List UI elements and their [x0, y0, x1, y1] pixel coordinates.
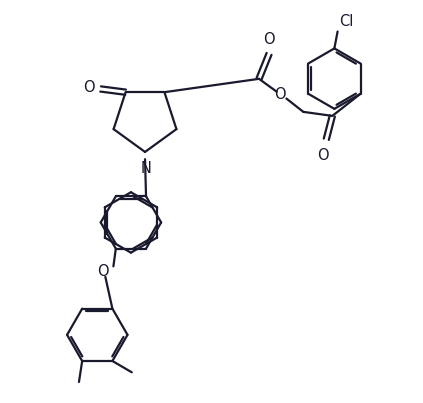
- Text: O: O: [83, 80, 95, 95]
- Text: O: O: [263, 32, 275, 47]
- Text: O: O: [317, 148, 329, 163]
- Text: O: O: [274, 87, 286, 102]
- Text: O: O: [97, 264, 109, 280]
- Text: N: N: [141, 161, 152, 176]
- Text: Cl: Cl: [340, 14, 354, 29]
